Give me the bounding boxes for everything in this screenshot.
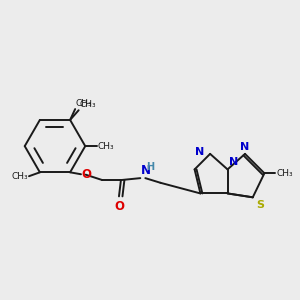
- Text: CH₃: CH₃: [276, 169, 293, 178]
- Text: O: O: [115, 200, 125, 213]
- Text: N: N: [229, 158, 239, 167]
- Text: CH₃: CH₃: [98, 142, 114, 151]
- Text: N: N: [195, 147, 205, 157]
- Text: N: N: [240, 142, 249, 152]
- Text: O: O: [81, 168, 92, 181]
- Text: S: S: [256, 200, 264, 210]
- Text: N: N: [141, 164, 151, 177]
- Text: CH₃: CH₃: [76, 99, 92, 108]
- Text: H: H: [146, 161, 154, 172]
- Text: CH₃: CH₃: [80, 100, 96, 109]
- Text: CH₃: CH₃: [12, 172, 28, 181]
